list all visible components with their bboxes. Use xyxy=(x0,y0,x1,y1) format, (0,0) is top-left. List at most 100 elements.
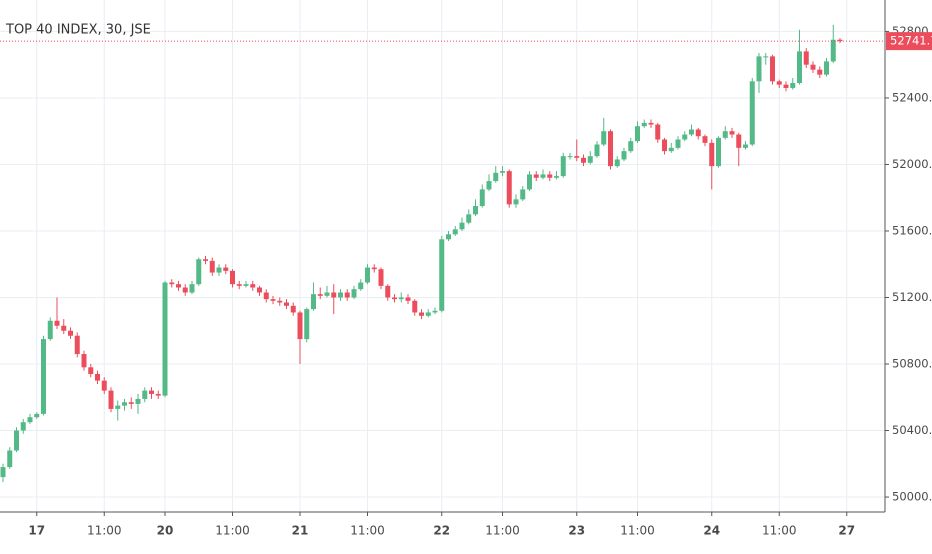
y-tick-label: 50000.00 xyxy=(892,490,932,504)
candle-body xyxy=(311,294,316,310)
candle-body xyxy=(41,339,46,414)
candle-body xyxy=(709,142,715,167)
candle-body xyxy=(446,234,451,240)
candle-body xyxy=(236,284,242,286)
x-tick-label: 17 xyxy=(28,524,45,538)
x-tick-label: 23 xyxy=(568,524,585,538)
candle-body xyxy=(371,267,377,270)
candle-body xyxy=(621,151,627,160)
candle-body xyxy=(95,373,100,381)
x-tick-label: 11:00 xyxy=(620,524,655,538)
candle-body xyxy=(824,61,829,75)
candle-body xyxy=(837,39,843,42)
candle-body xyxy=(567,156,573,158)
candle-body xyxy=(716,137,721,167)
candle-body xyxy=(425,312,431,316)
candle-body xyxy=(635,126,640,142)
candle-body xyxy=(223,267,229,271)
candle-body xyxy=(142,390,148,399)
candle-body xyxy=(493,172,499,182)
candle-body xyxy=(540,174,546,178)
candle-body xyxy=(419,312,424,316)
candle-body xyxy=(189,284,195,293)
candle-body xyxy=(479,189,485,207)
candle-body xyxy=(722,131,728,138)
x-tick-label: 27 xyxy=(838,524,855,538)
candle-body xyxy=(527,174,532,190)
candle-body xyxy=(459,222,465,230)
candle-body xyxy=(547,174,553,178)
y-tick-label: 51200.00 xyxy=(892,290,932,304)
candle-body xyxy=(520,189,526,200)
candle-body xyxy=(304,309,310,340)
candle-body xyxy=(594,144,600,157)
candle-body xyxy=(243,284,249,286)
candle-body xyxy=(216,267,222,273)
candle-body xyxy=(317,294,323,296)
candle-body xyxy=(533,174,539,178)
candle-body xyxy=(7,450,13,468)
candle-body xyxy=(344,292,350,298)
candle-body xyxy=(803,51,809,65)
candle-body xyxy=(398,297,404,300)
candle-body xyxy=(452,229,458,235)
candle-body xyxy=(54,320,60,326)
grid xyxy=(0,0,885,512)
candle-body xyxy=(655,124,661,140)
candle-body xyxy=(257,287,262,293)
candle-body xyxy=(108,390,114,409)
candle-body xyxy=(297,312,303,340)
candle-body xyxy=(331,292,337,298)
candle-body xyxy=(47,320,53,340)
candle-body xyxy=(797,51,802,83)
candle-body xyxy=(702,136,708,143)
candle-body xyxy=(196,259,202,285)
candle-body xyxy=(277,300,283,303)
candle-body xyxy=(554,176,559,178)
candle-body xyxy=(270,299,276,301)
y-tick-label: 51600.00 xyxy=(892,223,932,237)
y-tick-label: 52400.00 xyxy=(892,90,932,104)
candle-body xyxy=(743,144,748,148)
x-tick-label: 11:00 xyxy=(350,524,385,538)
candle-body xyxy=(628,141,634,152)
candle-body xyxy=(155,393,161,396)
x-tick-label: 11:00 xyxy=(485,524,520,538)
candle-body xyxy=(729,131,735,135)
candle-body xyxy=(149,390,154,394)
candle-body xyxy=(209,260,215,273)
candle-body xyxy=(810,64,816,70)
chart-title: TOP 40 INDEX, 30, JSE xyxy=(5,23,151,38)
candle-body xyxy=(74,335,80,355)
candle-body xyxy=(284,302,289,306)
candle-body xyxy=(392,297,397,300)
candle-body xyxy=(122,402,127,406)
candle-body xyxy=(324,292,330,296)
candle-body xyxy=(500,171,505,173)
y-tick-label: 50400.00 xyxy=(892,423,932,437)
candle-body xyxy=(513,199,519,205)
candle-body xyxy=(162,282,168,396)
candle-body xyxy=(689,129,694,135)
candle-body xyxy=(675,139,681,148)
candle-body xyxy=(506,171,512,205)
candles xyxy=(0,24,843,483)
candle-body xyxy=(466,214,472,223)
candle-body xyxy=(830,39,836,62)
price-label-box xyxy=(886,32,932,51)
y-tick-label: 50800.00 xyxy=(892,357,932,371)
candle-body xyxy=(378,269,384,286)
candle-body xyxy=(601,131,607,145)
candle-body xyxy=(770,56,775,82)
candle-body xyxy=(817,69,823,75)
candle-body xyxy=(101,380,107,391)
candle-body xyxy=(581,157,586,163)
candle-body xyxy=(290,305,296,313)
candle-body xyxy=(736,134,742,148)
candle-body xyxy=(682,134,688,140)
candle-body xyxy=(365,267,370,283)
candle-body xyxy=(695,129,701,137)
